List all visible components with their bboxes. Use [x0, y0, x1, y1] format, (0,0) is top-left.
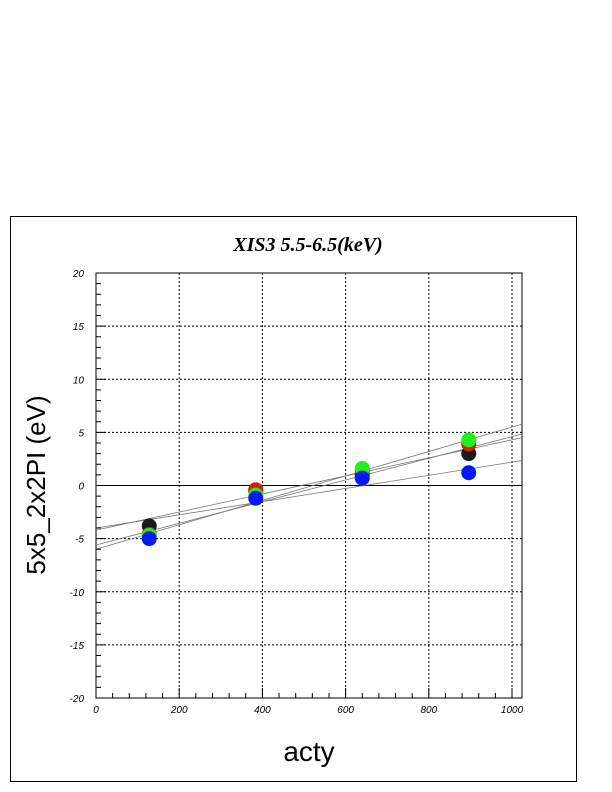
y-tick-label: -15	[70, 641, 85, 652]
x-tick-label: 400	[254, 705, 271, 716]
y-tick-label: -10	[70, 588, 85, 599]
y-axis-label: 5x5_2x2PI (eV)	[21, 395, 51, 574]
fit-line	[95, 437, 523, 531]
grid-lines	[96, 273, 522, 698]
data-point	[461, 432, 477, 448]
fit-line	[95, 460, 523, 529]
y-tick-label: 20	[72, 269, 85, 280]
fit-lines	[95, 423, 523, 550]
y-tick-label: -5	[75, 535, 84, 546]
chart-frame: XIS3 5.5-6.5(keV) 0 200 400 600 800 1000 20 15 1…	[10, 216, 577, 782]
chart-title: XIS3 5.5-6.5(keV)	[232, 234, 382, 256]
x-tick-label: 800	[420, 705, 437, 716]
y-tick-label: 15	[73, 322, 85, 333]
data-point	[461, 465, 477, 481]
x-tick-label: 200	[170, 705, 188, 716]
x-axis-label: acty	[283, 736, 334, 767]
x-tick-label: 0	[93, 705, 99, 716]
y-tick-label: 0	[78, 482, 84, 493]
y-tick-label: -20	[70, 694, 85, 705]
data-point	[141, 531, 157, 547]
data-point	[248, 490, 264, 506]
x-tick-label: 1000	[501, 705, 524, 716]
axis-ticks: 0 200 400 600 800 1000 20 15 10 5 0 -5 -10 -15 -20	[70, 269, 524, 716]
y-tick-label: 5	[78, 428, 84, 439]
data-point	[354, 470, 370, 486]
fit-line	[95, 423, 523, 550]
y-tick-label: 10	[73, 375, 85, 386]
x-tick-label: 600	[337, 705, 354, 716]
data-points	[141, 432, 477, 547]
plot-svg: XIS3 5.5-6.5(keV) 0 200 400 600 800 1000 20 15 1…	[21, 234, 524, 767]
fit-line	[95, 433, 523, 546]
